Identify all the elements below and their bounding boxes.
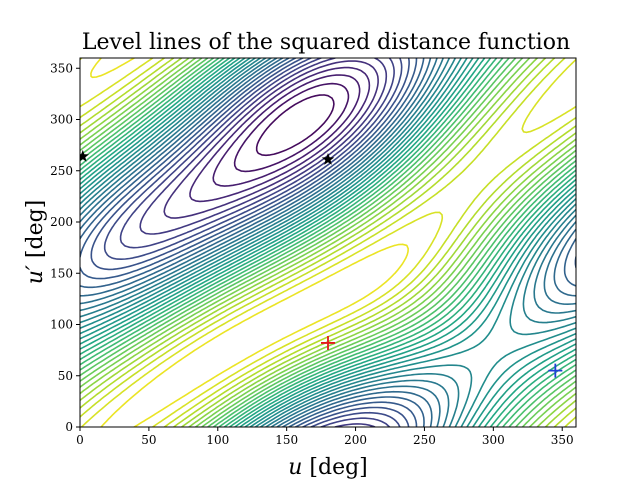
x-tick-label: 250: [413, 433, 436, 447]
contour-level: [255, 94, 335, 157]
x-tick-label: 350: [551, 433, 574, 447]
y-tick-label: 100: [50, 318, 73, 332]
markers: [80, 149, 563, 378]
contour-level: [80, 58, 576, 427]
y-tick-label: 200: [50, 215, 73, 229]
y-tick-label: 350: [50, 61, 73, 75]
contour-level: [80, 58, 576, 427]
y-axis-ticks: 0 50 100 150 200 250 300 350: [50, 61, 80, 434]
y-axis-unit: [deg]: [23, 200, 48, 265]
contour-level: [189, 66, 371, 203]
contour-level: [80, 58, 576, 427]
contour-level: [80, 58, 576, 427]
contour-level: [80, 58, 576, 427]
contour-level: [212, 74, 361, 187]
x-axis-ticks: 0 50 100 150 200 250 300 350: [76, 427, 574, 447]
x-axis-var: u: [288, 455, 302, 480]
x-axis-unit: [deg]: [302, 455, 367, 480]
contour-level: [233, 82, 350, 173]
contour-level: [80, 58, 576, 427]
x-tick-label: 150: [275, 433, 298, 447]
saddle-star-marker: [80, 149, 89, 162]
y-axis-var: u′: [23, 265, 48, 284]
y-tick-label: 0: [65, 420, 73, 434]
y-axis-label: u′ [deg]: [23, 200, 48, 285]
x-tick-label: 300: [482, 433, 505, 447]
contour-level: [90, 58, 409, 427]
contour-level: [80, 58, 576, 427]
contour-level: [163, 60, 379, 219]
contour-level: [80, 58, 576, 427]
x-tick-label: 50: [141, 433, 156, 447]
x-tick-label: 100: [206, 433, 229, 447]
y-tick-label: 150: [50, 266, 73, 280]
contour-level: [80, 58, 576, 427]
minimum-plus-marker: [548, 363, 563, 378]
y-tick-label: 250: [50, 164, 73, 178]
x-tick-label: 0: [76, 433, 84, 447]
chart-title: Level lines of the squared distance func…: [82, 30, 570, 55]
plot-frame: [79, 57, 577, 428]
contour-level: [80, 58, 576, 427]
contour-level: [80, 58, 576, 427]
contour-level: [80, 58, 576, 427]
minimum-plus-marker: [321, 335, 335, 350]
contour-level: [80, 58, 576, 427]
x-tick-label: 200: [344, 433, 367, 447]
y-tick-label: 50: [58, 369, 73, 383]
x-axis-label: u [deg]: [288, 455, 368, 480]
saddle-star-marker: [321, 153, 335, 165]
y-tick-label: 300: [50, 113, 73, 127]
